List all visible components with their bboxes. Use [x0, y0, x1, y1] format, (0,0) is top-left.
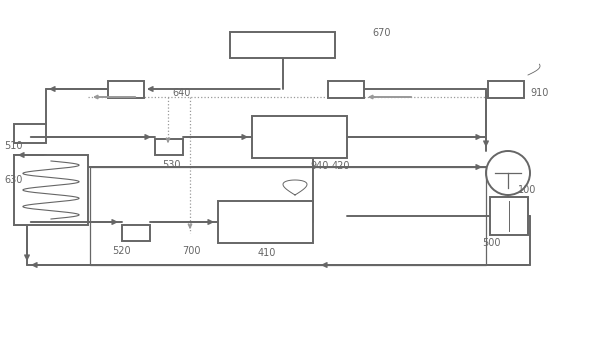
Text: 640: 640: [172, 88, 190, 98]
Bar: [14, 155, 88, 225]
Bar: [488, 81, 524, 98]
Text: 520: 520: [112, 246, 130, 256]
Text: 420: 420: [332, 161, 351, 171]
Text: 530: 530: [162, 160, 181, 170]
Text: 510: 510: [4, 141, 23, 151]
Bar: [218, 201, 313, 243]
Text: 910: 910: [530, 88, 548, 98]
Text: 940: 940: [310, 161, 329, 171]
Bar: [490, 197, 528, 235]
Bar: [122, 225, 150, 241]
Text: 500: 500: [482, 238, 501, 248]
Bar: [108, 81, 144, 98]
Text: 630: 630: [4, 175, 23, 185]
Circle shape: [486, 151, 530, 195]
Text: 410: 410: [258, 248, 277, 258]
Bar: [230, 32, 335, 58]
Text: 670: 670: [372, 28, 390, 38]
Bar: [14, 124, 46, 143]
Bar: [328, 81, 364, 98]
Text: 100: 100: [518, 185, 536, 195]
Text: 700: 700: [182, 246, 201, 256]
Bar: [90, 167, 486, 265]
Bar: [252, 116, 347, 158]
Bar: [155, 139, 183, 155]
